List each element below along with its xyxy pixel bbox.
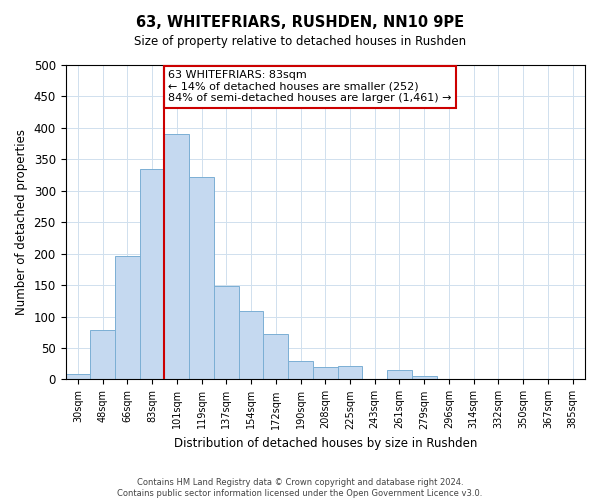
Bar: [338, 366, 362, 380]
Bar: [164, 134, 189, 380]
Text: Contains HM Land Registry data © Crown copyright and database right 2024.
Contai: Contains HM Land Registry data © Crown c…: [118, 478, 482, 498]
Bar: [214, 286, 239, 380]
Text: 63 WHITEFRIARS: 83sqm
← 14% of detached houses are smaller (252)
84% of semi-det: 63 WHITEFRIARS: 83sqm ← 14% of detached …: [168, 70, 452, 103]
Bar: [115, 256, 140, 380]
Text: Size of property relative to detached houses in Rushden: Size of property relative to detached ho…: [134, 35, 466, 48]
Bar: [189, 177, 214, 380]
Bar: [412, 376, 437, 380]
Bar: [90, 330, 115, 380]
Text: 63, WHITEFRIARS, RUSHDEN, NN10 9PE: 63, WHITEFRIARS, RUSHDEN, NN10 9PE: [136, 15, 464, 30]
Bar: [313, 368, 338, 380]
Bar: [263, 334, 288, 380]
Bar: [387, 370, 412, 380]
Bar: [288, 361, 313, 380]
X-axis label: Distribution of detached houses by size in Rushden: Distribution of detached houses by size …: [173, 437, 477, 450]
Bar: [239, 311, 263, 380]
Bar: [140, 169, 164, 380]
Y-axis label: Number of detached properties: Number of detached properties: [15, 129, 28, 315]
Bar: [65, 374, 90, 380]
